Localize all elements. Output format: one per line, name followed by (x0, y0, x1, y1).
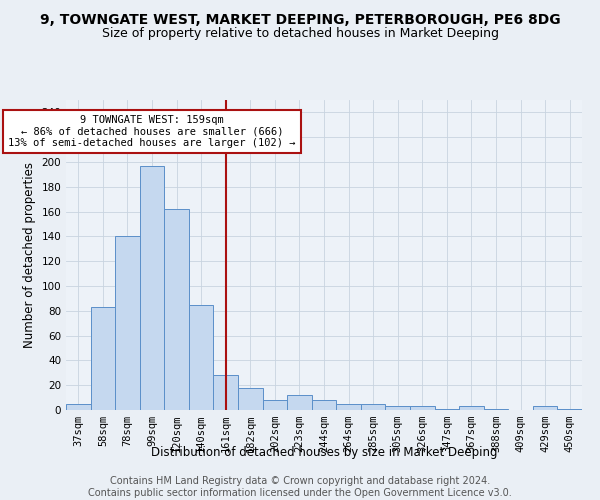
Bar (140, 166, 164, 410)
Bar (115, 236, 140, 410)
Bar (484, 409, 508, 410)
Bar (66, 404, 91, 410)
Bar (410, 406, 434, 410)
Bar (434, 409, 459, 410)
Bar (164, 209, 189, 410)
Bar (238, 388, 263, 410)
Bar (336, 404, 361, 410)
Text: Size of property relative to detached houses in Market Deeping: Size of property relative to detached ho… (101, 28, 499, 40)
Y-axis label: Number of detached properties: Number of detached properties (23, 162, 36, 348)
Bar (214, 376, 238, 410)
Text: Contains HM Land Registry data © Crown copyright and database right 2024.
Contai: Contains HM Land Registry data © Crown c… (88, 476, 512, 498)
Bar (459, 406, 484, 410)
Bar (312, 400, 336, 410)
Text: 9 TOWNGATE WEST: 159sqm
← 86% of detached houses are smaller (666)
13% of semi-d: 9 TOWNGATE WEST: 159sqm ← 86% of detache… (8, 115, 296, 148)
Text: 9, TOWNGATE WEST, MARKET DEEPING, PETERBOROUGH, PE6 8DG: 9, TOWNGATE WEST, MARKET DEEPING, PETERB… (40, 12, 560, 26)
Bar (533, 406, 557, 410)
Bar (287, 395, 312, 410)
Text: Distribution of detached houses by size in Market Deeping: Distribution of detached houses by size … (151, 446, 497, 459)
Bar (385, 406, 410, 410)
Bar (557, 409, 582, 410)
Bar (189, 304, 214, 410)
Bar (361, 404, 385, 410)
Bar (263, 400, 287, 410)
Bar (91, 307, 115, 410)
